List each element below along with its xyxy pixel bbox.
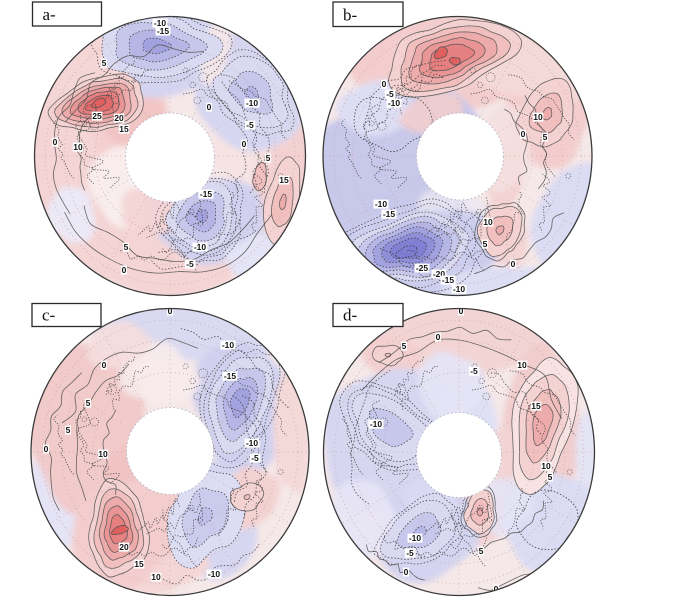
svg-text:10: 10 [541, 461, 551, 471]
svg-text:5: 5 [548, 472, 553, 482]
svg-text:25: 25 [92, 111, 102, 121]
svg-text:-10: -10 [222, 340, 235, 350]
svg-text:10: 10 [98, 449, 108, 459]
svg-text:10: 10 [533, 112, 543, 122]
svg-text:0: 0 [521, 129, 526, 139]
svg-text:5: 5 [102, 58, 107, 68]
svg-text:0: 0 [511, 259, 516, 269]
svg-text:20: 20 [119, 542, 129, 552]
svg-text:-10: -10 [154, 18, 167, 28]
svg-text:0: 0 [459, 306, 464, 316]
svg-text:-10: -10 [194, 242, 207, 252]
svg-text:-20: -20 [433, 269, 446, 279]
svg-text:-5: -5 [251, 453, 259, 463]
svg-text:0: 0 [168, 306, 173, 316]
svg-text:15: 15 [134, 559, 144, 569]
svg-text:-10: -10 [370, 419, 383, 429]
svg-text:5: 5 [402, 341, 407, 351]
svg-text:5: 5 [66, 425, 71, 435]
svg-text:-10: -10 [375, 199, 388, 209]
svg-text:c-: c- [42, 306, 56, 325]
svg-text:10: 10 [483, 217, 493, 227]
svg-text:0: 0 [404, 567, 409, 577]
svg-text:-15: -15 [442, 275, 455, 285]
svg-text:d-: d- [343, 306, 358, 325]
svg-text:b-: b- [343, 6, 358, 25]
svg-text:0: 0 [382, 79, 387, 89]
svg-text:-10: -10 [246, 98, 259, 108]
svg-text:5: 5 [86, 398, 91, 408]
svg-text:-15: -15 [224, 371, 237, 381]
svg-text:-15: -15 [157, 26, 170, 36]
svg-text:-5: -5 [406, 548, 414, 558]
svg-text:5: 5 [266, 153, 271, 163]
svg-text:-5: -5 [246, 120, 254, 130]
svg-text:0: 0 [242, 139, 247, 149]
svg-text:-5: -5 [470, 366, 478, 376]
svg-text:15: 15 [119, 124, 129, 134]
svg-text:-10: -10 [453, 284, 466, 294]
svg-text:0: 0 [102, 360, 107, 370]
svg-text:0: 0 [122, 265, 127, 275]
svg-text:15: 15 [531, 401, 541, 411]
svg-text:0: 0 [494, 584, 499, 594]
svg-text:5: 5 [483, 239, 488, 249]
svg-text:-10: -10 [208, 569, 221, 579]
svg-text:20: 20 [114, 113, 124, 123]
svg-text:10: 10 [151, 572, 161, 582]
svg-text:a-: a- [43, 5, 57, 24]
svg-text:-10: -10 [409, 533, 422, 543]
svg-text:10: 10 [73, 142, 83, 152]
svg-text:0: 0 [53, 137, 58, 147]
svg-text:-15: -15 [383, 209, 396, 219]
svg-text:10: 10 [517, 360, 527, 370]
svg-text:0: 0 [44, 444, 49, 454]
svg-text:-10: -10 [388, 98, 401, 108]
svg-text:0: 0 [436, 332, 441, 342]
svg-text:-10: -10 [246, 438, 259, 448]
svg-text:-25: -25 [416, 263, 429, 273]
svg-text:-5: -5 [186, 259, 194, 269]
svg-text:5: 5 [543, 132, 548, 142]
svg-text:0: 0 [207, 102, 212, 112]
svg-text:5: 5 [479, 546, 484, 556]
svg-text:-5: -5 [386, 89, 394, 99]
svg-text:5: 5 [124, 242, 129, 252]
svg-text:-15: -15 [200, 189, 213, 199]
svg-text:15: 15 [279, 175, 289, 185]
